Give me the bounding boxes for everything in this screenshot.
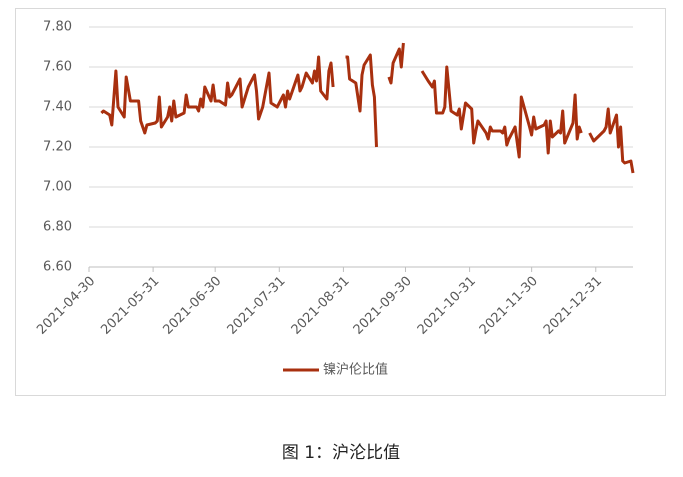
legend-label: 镍沪伦比值 xyxy=(323,362,388,378)
y-tick-label: 6.60 xyxy=(43,260,72,275)
y-tick-label: 7.00 xyxy=(43,180,72,195)
y-tick-label: 7.60 xyxy=(43,60,72,75)
chart-frame xyxy=(15,8,666,396)
y-tick-label: 7.20 xyxy=(43,140,72,155)
caption: 图 1：沪沦比值 xyxy=(282,443,400,463)
y-tick-label: 7.40 xyxy=(43,100,72,115)
y-tick-label: 6.80 xyxy=(43,220,72,235)
y-tick-label: 7.80 xyxy=(43,20,72,35)
data-line xyxy=(100,42,635,174)
